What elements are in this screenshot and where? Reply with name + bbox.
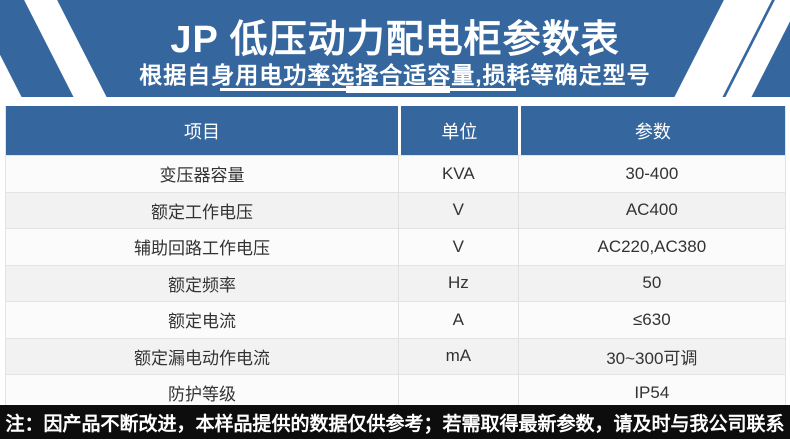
value-cell: 30-400 [517,156,785,192]
footer-note: 注：因产品不断改进，本样品提供的数据仅供参考；若需取得最新参数，请及时与我公司联… [5,413,785,435]
unit-cell: mA [397,338,518,374]
value-cell: 30~300可调 [517,338,785,374]
unit-cell: KVA [397,156,518,192]
table-row: 额定电流 A ≤630 [6,301,785,338]
value-cell: AC400 [517,192,785,228]
item-cell: 额定漏电动作电流 [133,348,270,368]
unit-cell [397,375,518,411]
table-row: 辅助回路工作电压 V AC220,AC380 [6,228,785,265]
item-cell: 辅助回路工作电压 [133,239,270,259]
value-cell: IP54 [517,375,785,411]
page-subtitle: 根据自身用电功率选择合适容量,损耗等确定型号 [139,62,651,88]
value-cell: AC220,AC380 [517,229,785,265]
header-cell-unit: 单位 [397,106,518,155]
value-cell: 50 [517,265,785,301]
item-cell: 变压器容量 [159,166,245,186]
page-title: JP 低压动力配电柜参数表 [170,19,620,61]
unit-cell: Hz [397,265,518,301]
footer-note-bar: 注：因产品不断改进，本样品提供的数据仅供参考；若需取得最新参数，请及时与我公司联… [0,405,790,439]
item-cell: 额定电流 [167,312,236,332]
header-cell-value: 参数 [517,106,785,155]
title-underline-accent [346,86,450,93]
unit-cell: V [397,192,518,228]
spec-table: 项目 单位 参数 变压器容量 KVA 30-400 额定工作电压 V AC400… [5,106,786,411]
header-cell-item: 项目 [183,121,220,142]
table-row: 额定工作电压 V AC400 [6,191,785,228]
table-row: 变压器容量 KVA 30-400 [6,155,785,192]
table-header-row: 项目 单位 参数 [6,106,785,155]
value-cell: ≤630 [517,302,785,338]
unit-cell: V [397,229,518,265]
table-row: 防护等级 IP54 [6,374,785,411]
table-row: 额定频率 Hz 50 [6,264,785,301]
item-cell: 额定频率 [167,275,236,295]
unit-cell: A [397,302,518,338]
table-row: 额定漏电动作电流 mA 30~300可调 [6,337,785,374]
item-cell: 额定工作电压 [150,202,253,222]
banner: JP 低压动力配电柜参数表 根据自身用电功率选择合适容量,损耗等确定型号 [0,0,790,97]
item-cell: 防护等级 [167,385,236,405]
